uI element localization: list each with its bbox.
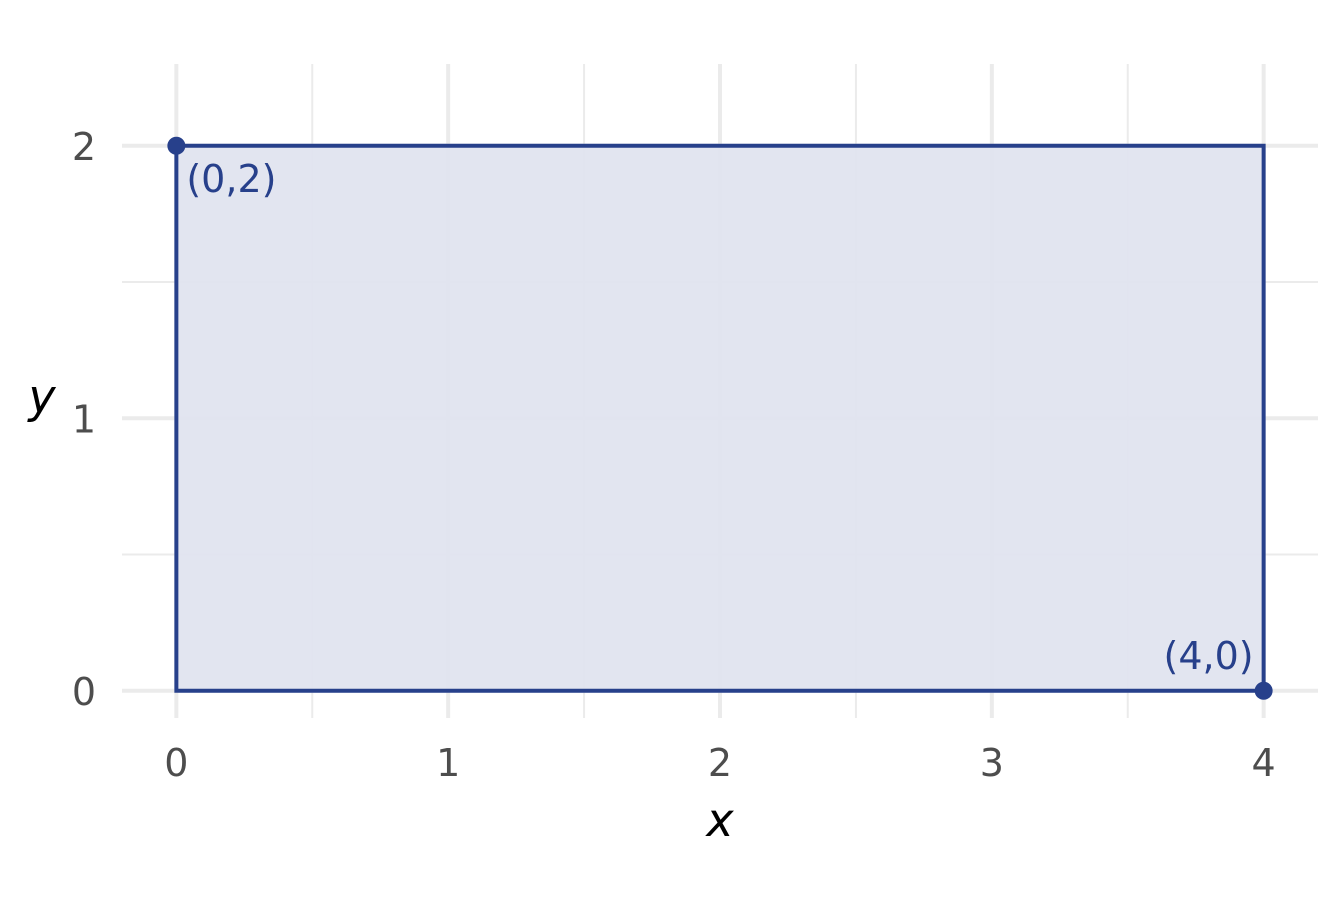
region-layer — [174, 143, 1266, 693]
y-tick-label: 2 — [72, 125, 96, 169]
points-layer: (0,2) (4,0) — [167, 136, 1273, 700]
x-axis-title: x — [704, 793, 734, 847]
y-axis-title: y — [26, 369, 56, 423]
vertex-point — [1254, 681, 1273, 700]
y-tick-label: 0 — [72, 670, 96, 714]
vertex-label: (0,2) — [186, 157, 276, 201]
x-tick-label: 2 — [708, 741, 732, 785]
x-tick-label: 4 — [1252, 741, 1276, 785]
x-tick-label: 3 — [980, 741, 1004, 785]
x-tick-label: 1 — [436, 741, 460, 785]
feasible-region-rect — [174, 143, 1266, 693]
vertex-label: (4,0) — [1164, 634, 1254, 678]
y-tick-label: 1 — [72, 397, 96, 441]
vertex-point — [167, 136, 186, 155]
x-tick-label: 0 — [164, 741, 188, 785]
ticks-layer: 0 1 2 3 4 0 1 2 — [72, 125, 1276, 785]
